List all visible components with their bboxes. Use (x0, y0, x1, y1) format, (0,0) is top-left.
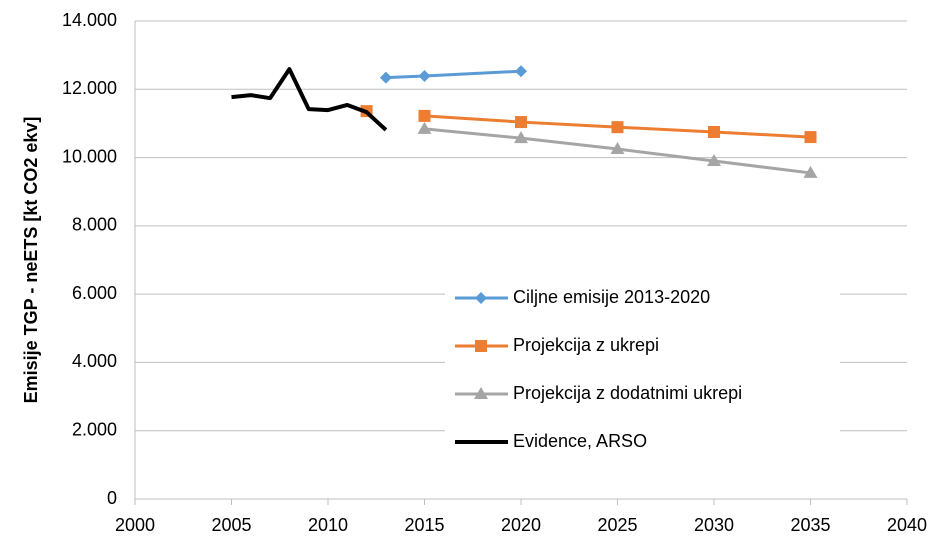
y-tick-label: 8.000 (72, 215, 117, 235)
x-tick-label: 2025 (597, 515, 637, 535)
marker (379, 71, 392, 84)
marker (515, 116, 527, 129)
y-tick-label: 10.000 (62, 146, 117, 166)
x-tick-label: 2010 (308, 515, 348, 535)
legend-bg (445, 274, 840, 466)
legend-label: Projekcija z dodatnimi ukrepi (513, 383, 742, 403)
x-tick-label: 2005 (211, 515, 251, 535)
legend-label: Ciljne emisije 2013-2020 (513, 287, 710, 307)
x-tick-label: 2020 (501, 515, 541, 535)
marker (418, 69, 431, 82)
x-tick-label: 2040 (887, 515, 927, 535)
marker (610, 142, 625, 155)
marker (417, 121, 432, 134)
marker (803, 165, 818, 178)
marker (804, 131, 817, 144)
marker (475, 292, 487, 304)
y-tick-label: 0 (107, 488, 117, 508)
y-tick-label: 6.000 (72, 283, 117, 303)
y-tick-label: 12.000 (62, 78, 117, 98)
marker (515, 65, 527, 78)
marker (708, 125, 720, 138)
x-tick-label: 2035 (790, 515, 830, 535)
x-tick-label: 2030 (694, 515, 734, 535)
series-line (231, 67, 388, 132)
marker (475, 340, 487, 352)
series-line (385, 69, 522, 80)
y-tick-label: 2.000 (72, 419, 117, 439)
marker (418, 109, 431, 122)
x-tick-label: 2015 (404, 515, 444, 535)
marker (514, 131, 528, 144)
x-tick-label: 2000 (115, 515, 155, 535)
legend-label: Evidence, ARSO (513, 431, 647, 451)
y-tick-label: 4.000 (72, 351, 117, 371)
legend-label: Projekcija z ukrepi (513, 335, 659, 355)
marker (707, 153, 721, 166)
y-axis-label: Emisije TGP - neETS [kt CO2 ekv] (21, 117, 41, 404)
marker (611, 121, 624, 134)
y-tick-label: 14.000 (62, 10, 117, 30)
marker (474, 387, 488, 399)
